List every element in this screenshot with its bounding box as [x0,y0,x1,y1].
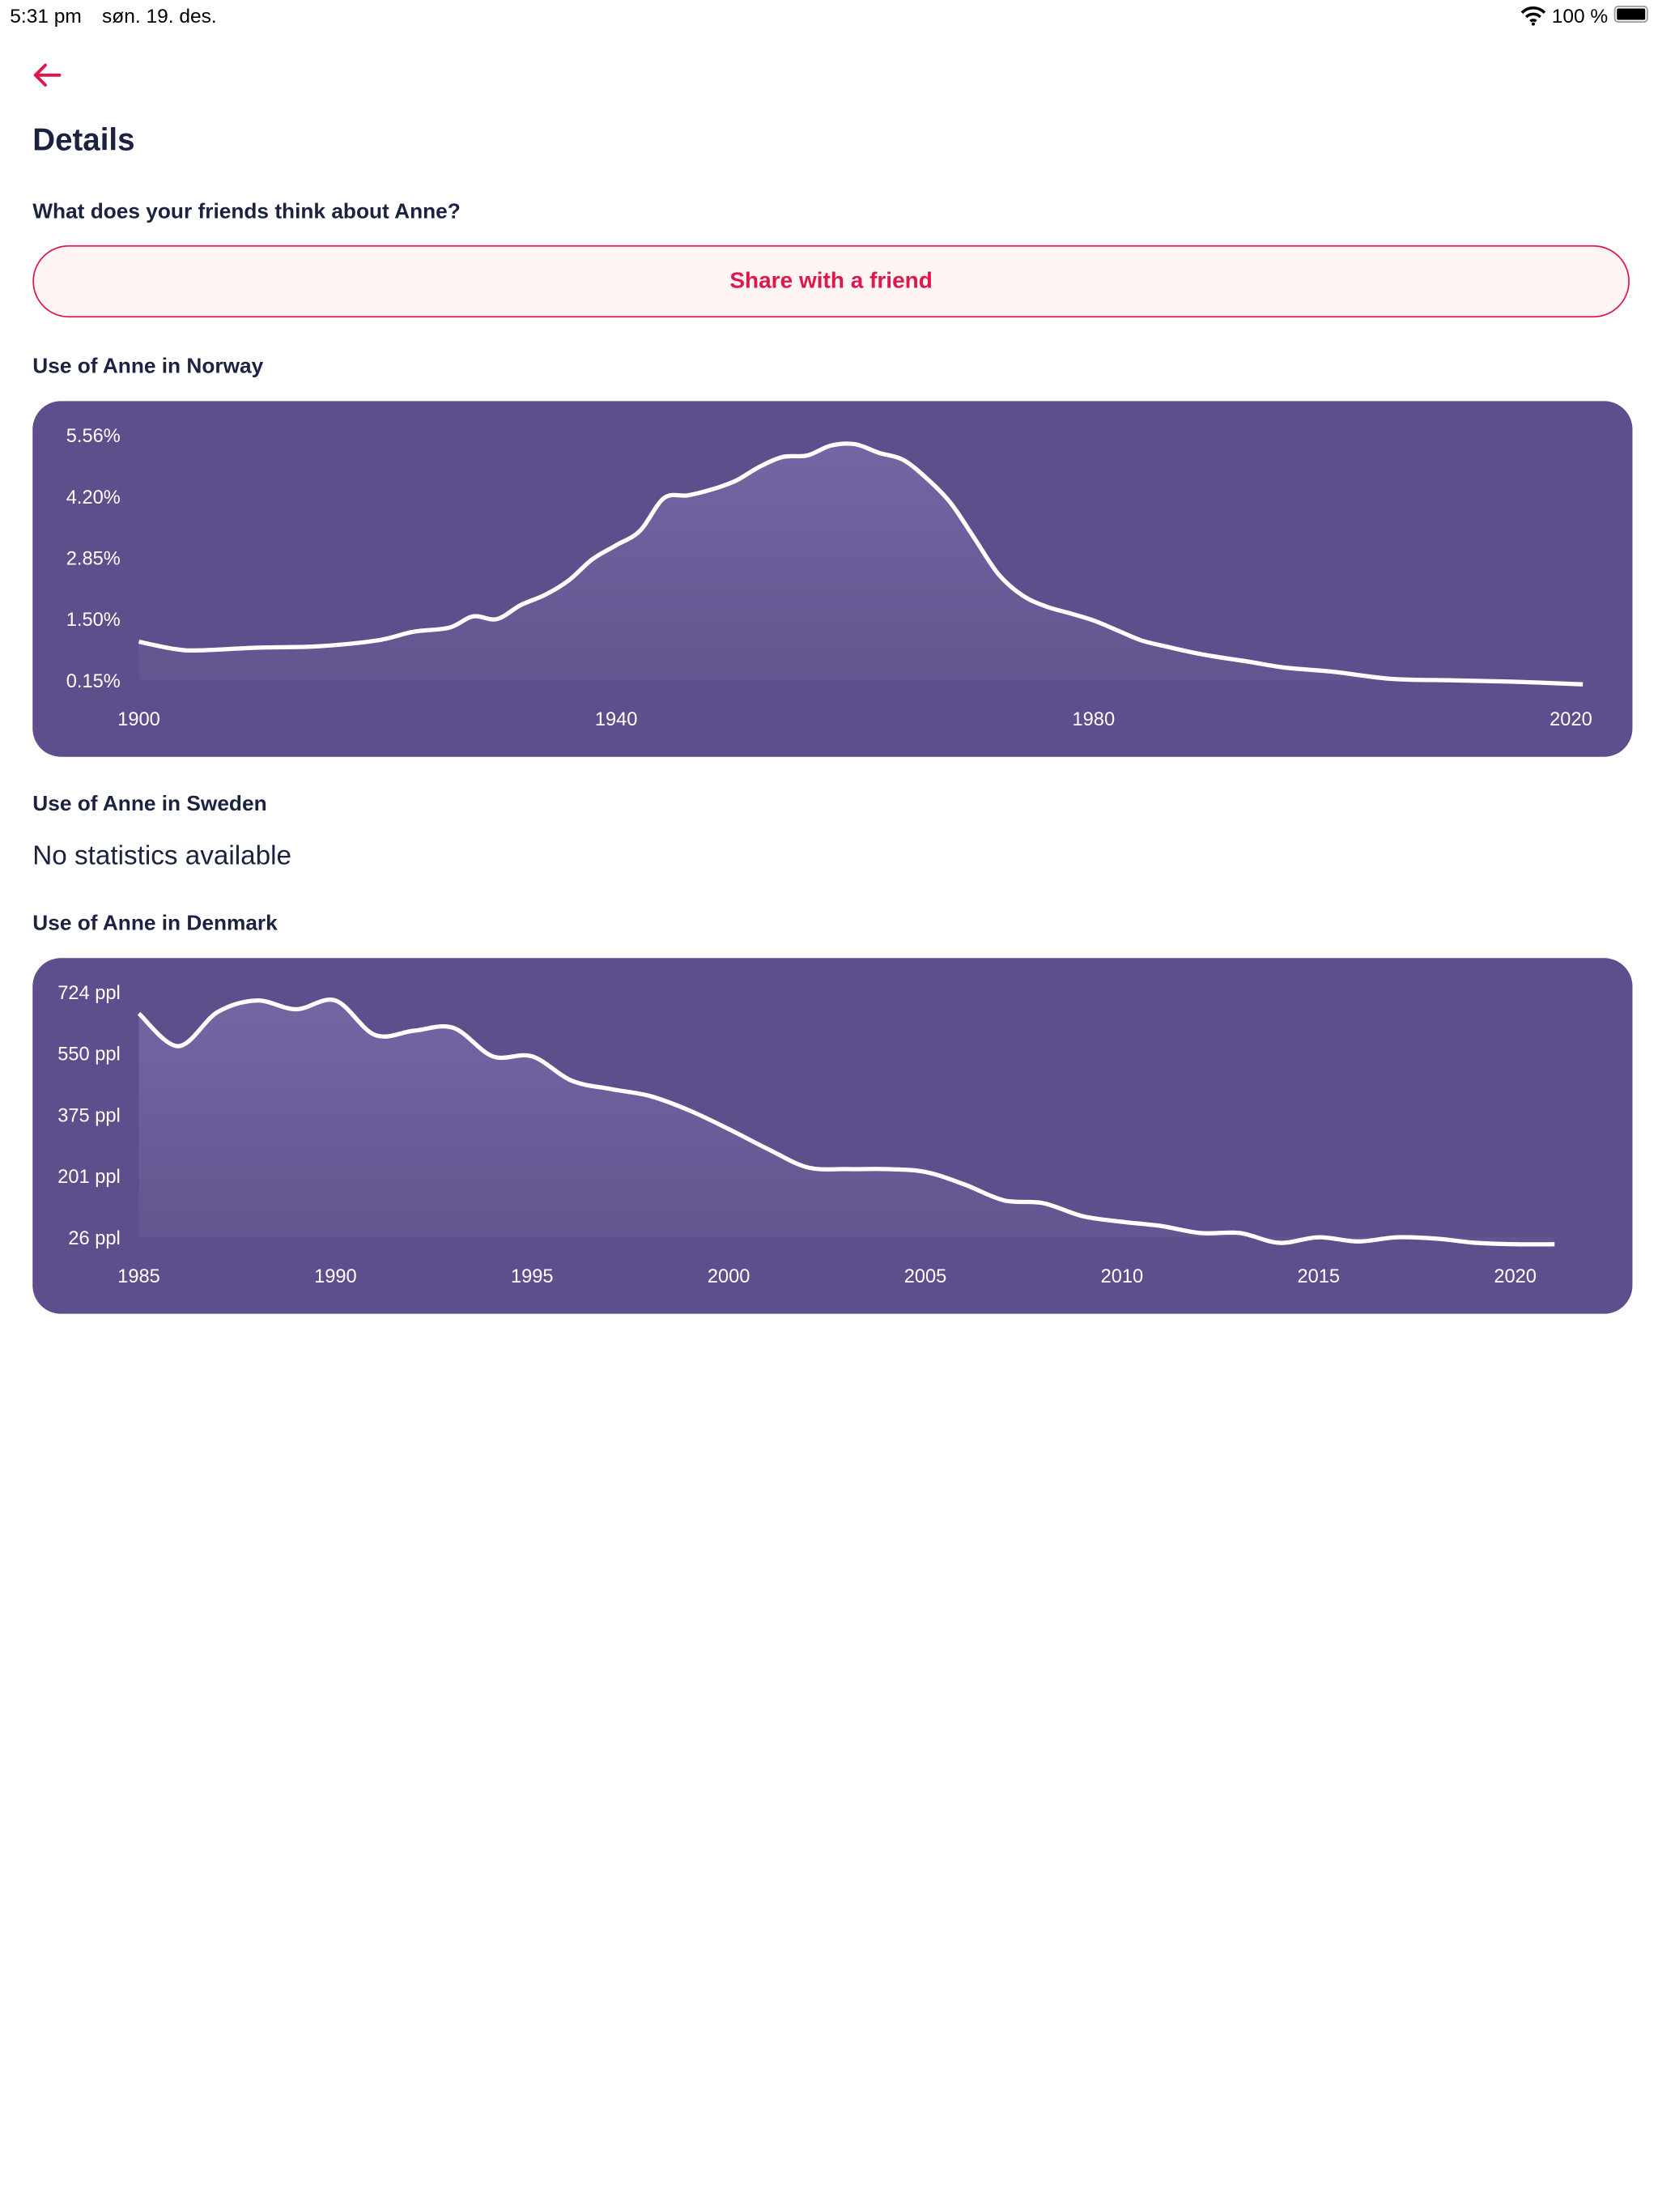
status-time: 5:31 pm [10,4,82,28]
x-tick-label: 1940 [595,709,638,730]
sweden-no-stats: No statistics available [32,841,292,872]
status-date: søn. 19. des. [102,4,217,28]
x-tick-label: 1900 [117,709,160,730]
share-button[interactable]: Share with a friend [32,245,1630,318]
share-question: What does your friends think about Anne? [32,199,461,224]
y-tick-label: 4.20% [66,487,121,508]
norway-chart: 5.56% 4.20% 2.85% 1.50% 0.15% 1900 1940 1980 202… [32,401,1633,757]
x-tick-label: 2010 [1101,1266,1144,1287]
series-line [137,998,1555,1247]
x-tick-label: 1995 [511,1266,554,1287]
x-tick-label: 2020 [1550,709,1592,730]
y-tick-label: 375 ppl [57,1105,121,1126]
arrow-left-icon[interactable] [32,62,63,88]
battery-icon [1613,6,1648,23]
denmark-chart: 724 ppl 550 ppl 375 ppl 201 ppl 26 ppl 1985 19… [32,958,1633,1314]
battery-percent: 100 % [1551,4,1609,28]
y-tick-label: 201 ppl [57,1167,121,1188]
y-tick-label: 5.56% [66,426,121,447]
area-fill [138,443,1584,685]
x-tick-label: 1990 [314,1266,357,1287]
denmark-title: Use of Anne in Denmark [32,911,278,936]
x-tick-label: 2015 [1297,1266,1340,1287]
wifi-icon [1520,6,1546,26]
y-tick-label: 724 ppl [57,983,121,1004]
sweden-title: Use of Anne in Sweden [32,792,267,817]
y-tick-label: 26 ppl [68,1228,120,1249]
x-tick-label: 2005 [904,1266,947,1287]
x-tick-label: 2000 [708,1266,750,1287]
y-tick-label: 1.50% [66,610,121,631]
page-title: Details [32,121,135,158]
y-tick-label: 0.15% [66,671,121,692]
x-tick-label: 2020 [1494,1266,1537,1287]
area-fill [138,999,1555,1244]
y-tick-label: 2.85% [66,549,121,570]
series-line [138,441,1584,687]
share-button-label: Share with a friend [729,268,933,293]
x-tick-label: 1985 [117,1266,160,1287]
x-tick-label: 1980 [1073,709,1116,730]
norway-title: Use of Anne in Norway [32,354,264,379]
y-tick-label: 550 ppl [57,1044,121,1066]
